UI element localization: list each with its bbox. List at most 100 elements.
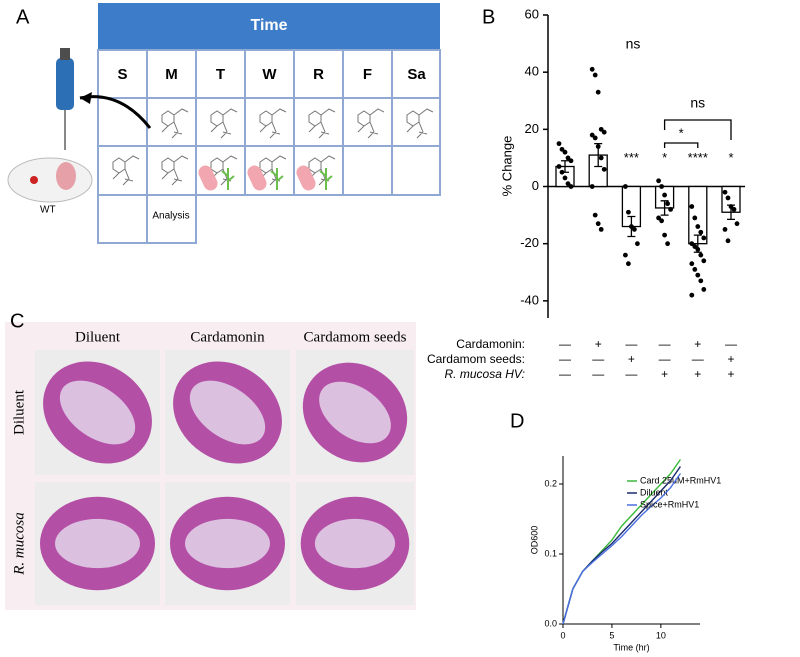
histology-row-label: Diluent	[11, 389, 27, 435]
condition-mark: —	[625, 337, 637, 351]
data-point	[556, 164, 562, 169]
data-point	[665, 201, 670, 207]
condition-mark: +	[595, 337, 602, 351]
day-label: Sa	[407, 66, 426, 83]
condition-mark: —	[725, 337, 737, 351]
data-point	[623, 252, 628, 258]
data-point	[695, 272, 701, 278]
arrow-head	[80, 92, 92, 104]
tissue-core	[189, 380, 266, 445]
analysis-label: Analysis	[152, 211, 189, 222]
day-label: T	[216, 66, 225, 83]
y-axis-label: % Change	[499, 136, 514, 197]
tissue-core	[319, 381, 391, 444]
histology-images	[35, 350, 414, 605]
comparison-bracket	[663, 142, 699, 148]
schedule-grid	[97, 49, 441, 244]
data-point	[701, 258, 707, 264]
data-point	[734, 221, 740, 227]
schedule-title: Time	[250, 17, 287, 34]
comparison-bracket	[663, 119, 732, 140]
data-point	[692, 244, 698, 249]
data-point	[595, 221, 601, 227]
data-point	[559, 146, 565, 152]
x-tick-label: 5	[609, 630, 614, 640]
significance-label: *	[662, 150, 667, 165]
capsule	[296, 165, 316, 191]
mouse-icon	[7, 157, 93, 203]
data-point	[626, 261, 631, 267]
data-point	[592, 135, 598, 141]
data-point	[601, 129, 607, 135]
data-point	[701, 287, 707, 292]
condition-label: Cardamom seeds:	[427, 352, 525, 366]
data-point	[623, 184, 628, 189]
legend-label: Card 25uM+RmHV1	[640, 475, 721, 485]
data-point	[725, 195, 731, 201]
data-point	[562, 175, 568, 181]
molecule	[406, 108, 434, 139]
condition-mark: —	[559, 367, 571, 381]
data-point	[692, 215, 698, 221]
condition-label: Cardamonin:	[456, 337, 525, 351]
significance-label: ***	[624, 150, 639, 165]
mouse-label: WT	[40, 205, 56, 216]
day-label: W	[262, 66, 277, 83]
data-point	[689, 292, 695, 298]
top-note: ns	[626, 36, 641, 52]
molecule	[210, 108, 238, 139]
molecule	[112, 155, 140, 186]
y-tick-label: 20	[525, 121, 539, 136]
condition-mark: +	[727, 367, 734, 381]
data-point	[656, 178, 661, 184]
plant	[319, 168, 333, 190]
condition-mark: —	[559, 337, 571, 351]
data-point	[722, 226, 728, 232]
data-point	[689, 261, 695, 267]
panel-label: A	[16, 6, 30, 28]
panel-label: D	[510, 410, 524, 432]
molecule-icons	[112, 108, 434, 191]
data-point	[659, 218, 664, 224]
capsule	[247, 165, 267, 191]
molecule	[161, 155, 189, 186]
condition-label: R. mucosa HV:	[445, 367, 525, 381]
y-tick-label: 0.1	[544, 548, 557, 558]
x-tick-label: 10	[656, 630, 666, 640]
histology-column-label: Cardamonin	[190, 329, 265, 345]
data-point	[559, 169, 565, 175]
capsule	[198, 165, 218, 191]
data-point	[656, 215, 661, 221]
x-tick-label: 0	[560, 630, 565, 640]
data-point	[562, 149, 568, 155]
panel-label: C	[10, 310, 24, 332]
data-point	[695, 246, 701, 252]
molecule	[357, 108, 385, 139]
y-tick-label: 0.0	[544, 618, 557, 628]
condition-mark: —	[592, 352, 604, 366]
data-point	[626, 209, 631, 215]
tissue-core	[314, 518, 396, 569]
data-point	[701, 235, 707, 241]
data-point	[659, 184, 664, 189]
tissue-core	[59, 380, 136, 445]
data-point	[689, 204, 695, 209]
tissue-core	[185, 518, 270, 569]
data-point	[698, 229, 704, 235]
data-point	[662, 192, 667, 198]
data-point	[568, 184, 574, 189]
histology-column-label: Diluent	[75, 329, 121, 345]
data-point	[598, 155, 604, 161]
condition-mark: +	[694, 337, 701, 351]
histology-column-label: Cardamom seeds	[304, 329, 407, 345]
data-point	[698, 278, 704, 284]
data-point	[728, 204, 734, 209]
y-tick-label: -20	[520, 235, 539, 250]
legend-label: Spice+RmHV1	[640, 499, 699, 509]
y-tick-label: 60	[525, 6, 539, 21]
data-point	[632, 226, 637, 232]
legend-label: Diluent	[640, 487, 669, 497]
y-tick-label: 40	[525, 64, 539, 79]
condition-mark: +	[727, 352, 734, 366]
